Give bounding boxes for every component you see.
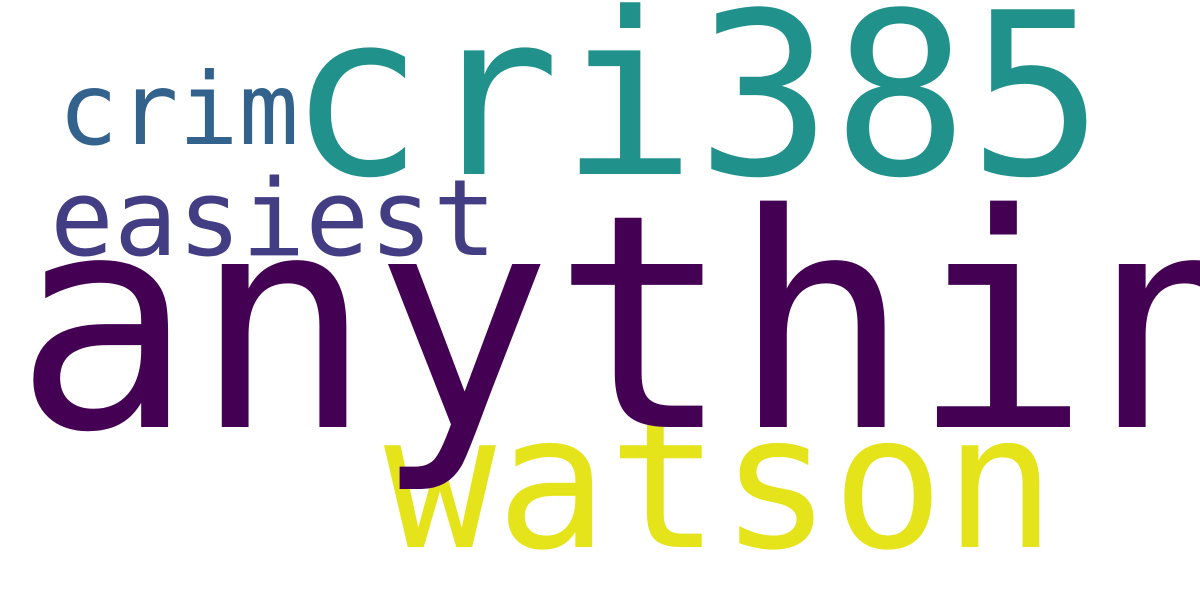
word-anything: anything (14, 151, 1200, 498)
word-cri385: cri385 (288, 0, 1105, 228)
word-easiest: easiest (50, 157, 497, 280)
word-watson: watson (384, 374, 1056, 591)
word-crim: crim (58, 51, 299, 168)
